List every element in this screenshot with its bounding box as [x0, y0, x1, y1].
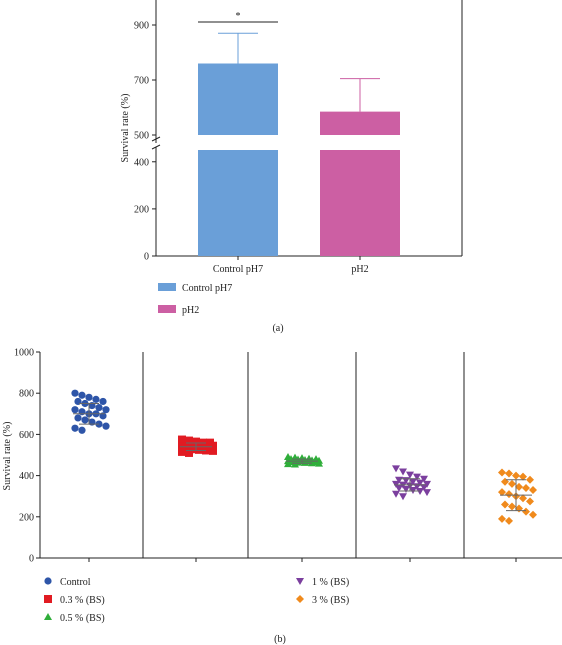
point-0 — [81, 416, 89, 424]
y-tick-label: 200 — [134, 204, 149, 215]
point-4 — [501, 500, 509, 509]
x-tick-label: pH2 — [351, 264, 368, 275]
point-3 — [409, 487, 417, 495]
bar-1-lower — [320, 150, 400, 256]
point-4 — [519, 472, 527, 481]
point-3 — [402, 485, 410, 493]
point-0 — [71, 424, 79, 432]
point-1 — [178, 447, 186, 456]
panel-label-b: (b) — [274, 634, 286, 645]
point-3 — [420, 475, 428, 483]
legend-label-1: pH2 — [182, 305, 199, 316]
point-1 — [178, 435, 186, 444]
point-4 — [501, 477, 509, 486]
point-4 — [498, 514, 506, 523]
point-0 — [92, 395, 100, 403]
legend-marker-b-2 — [44, 613, 52, 620]
y-tick-label-b: 800 — [19, 389, 34, 400]
point-1 — [195, 445, 203, 454]
y-tick-label: 900 — [134, 21, 149, 32]
point-4 — [508, 502, 516, 511]
significance-star: * — [236, 11, 241, 22]
point-3 — [420, 484, 428, 492]
y-tick-label: 400 — [134, 157, 149, 168]
point-3 — [406, 471, 414, 479]
bar-0-lower — [198, 150, 278, 256]
legend-label-b-4: 3 % (BS) — [312, 595, 349, 606]
point-4 — [529, 510, 537, 519]
y-tick-label-b: 1000 — [14, 348, 34, 359]
point-2 — [315, 459, 323, 467]
point-4 — [505, 516, 513, 525]
legend-marker-b-0 — [44, 577, 52, 585]
y-axis-title: Survival rate (%) — [120, 94, 131, 163]
point-2 — [284, 460, 292, 468]
legend-marker-b-4 — [296, 595, 304, 603]
y-axis-title-b: Survival rate (%) — [2, 422, 13, 491]
y-tick-label-b: 0 — [29, 554, 34, 565]
point-4 — [522, 507, 530, 516]
point-0 — [74, 414, 82, 422]
point-3 — [409, 478, 417, 486]
point-0 — [102, 406, 110, 414]
legend-label-b-1: 0.3 % (BS) — [60, 595, 105, 606]
bar-1-upper — [320, 111, 400, 135]
y-tick-label-b: 600 — [19, 430, 34, 441]
point-4 — [498, 468, 506, 477]
point-3 — [392, 465, 400, 473]
legend-label-b-0: Control — [60, 577, 91, 588]
point-0 — [78, 426, 86, 434]
point-3 — [413, 473, 421, 481]
point-3 — [416, 479, 424, 487]
legend-swatch-1 — [158, 305, 176, 313]
legend-label-b-2: 0.5 % (BS) — [60, 613, 105, 624]
point-3 — [395, 484, 403, 492]
point-3 — [392, 490, 400, 498]
point-3 — [423, 489, 431, 497]
axis-break-mark — [151, 144, 161, 150]
legend-label-0: Control pH7 — [182, 283, 232, 294]
point-3 — [392, 480, 400, 488]
point-1 — [209, 446, 217, 455]
point-0 — [85, 393, 93, 401]
legend-swatch-0 — [158, 283, 176, 291]
axis-break-mark — [151, 136, 161, 142]
point-4 — [508, 479, 516, 488]
point-4 — [505, 490, 513, 499]
y-tick-label: 700 — [134, 76, 149, 87]
point-4 — [519, 494, 527, 503]
point-4 — [526, 497, 534, 506]
point-0 — [71, 406, 79, 414]
point-4 — [526, 475, 534, 484]
point-0 — [102, 422, 110, 430]
point-4 — [498, 488, 506, 497]
legend-marker-b-1 — [44, 595, 52, 603]
y-tick-label: 500 — [134, 131, 149, 142]
bar-0-upper — [198, 63, 278, 135]
point-4 — [522, 483, 530, 492]
y-tick-label: 0 — [144, 252, 149, 263]
point-3 — [399, 468, 407, 476]
panel-label-a: (a) — [272, 323, 283, 334]
point-0 — [78, 391, 86, 399]
point-2 — [291, 460, 299, 468]
point-2 — [301, 458, 309, 466]
point-4 — [515, 482, 523, 491]
point-3 — [399, 493, 407, 501]
y-tick-label-b: 400 — [19, 471, 34, 482]
point-0 — [95, 404, 103, 412]
point-4 — [505, 469, 513, 478]
x-tick-label: Control pH7 — [213, 264, 263, 275]
legend-marker-b-3 — [296, 578, 304, 585]
point-1 — [185, 448, 193, 457]
point-0 — [99, 397, 107, 406]
legend-label-b-3: 1 % (BS) — [312, 577, 349, 588]
point-4 — [512, 471, 520, 480]
y-tick-label-b: 200 — [19, 512, 34, 523]
point-0 — [71, 389, 79, 397]
point-4 — [529, 486, 537, 495]
